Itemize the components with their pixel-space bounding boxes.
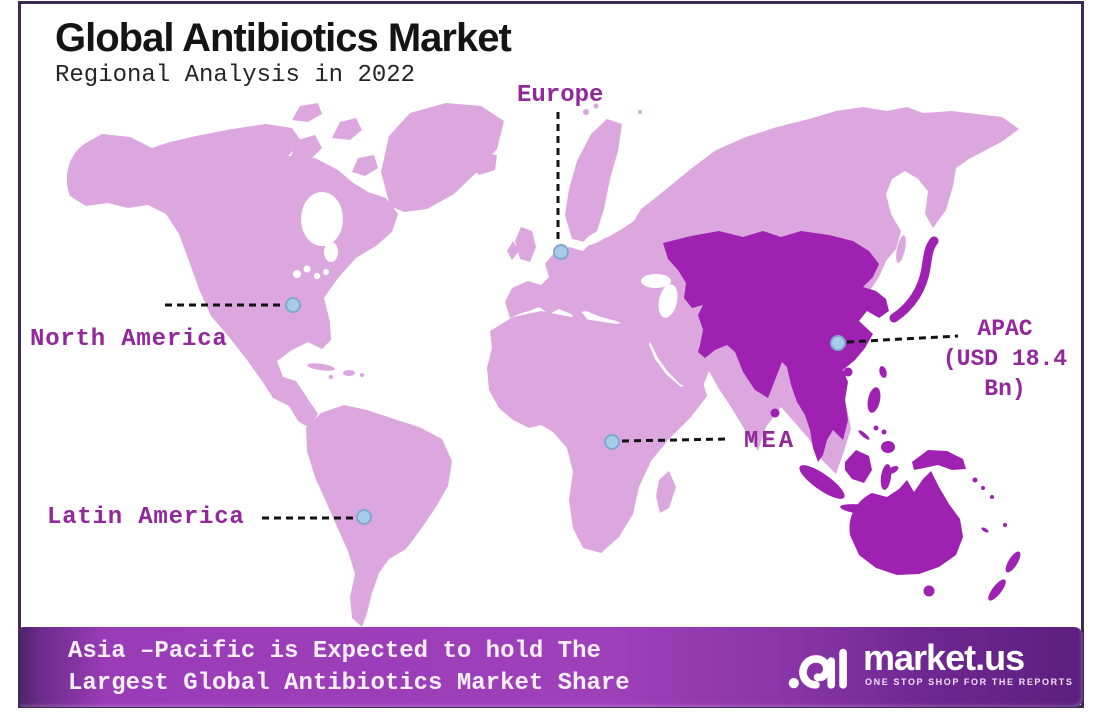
leader-line-apac xyxy=(846,334,959,344)
island-mindanao xyxy=(881,441,895,453)
header: Global Antibiotics Market Regional Analy… xyxy=(55,16,512,90)
region-label-apac: APAC (USD 18.4 Bn) xyxy=(930,314,1080,404)
island-tasmania xyxy=(923,585,935,597)
page-title: Global Antibiotics Market xyxy=(55,16,512,60)
james-bay xyxy=(324,242,338,262)
apac-label-line3: Bn) xyxy=(984,376,1026,402)
arctic-island xyxy=(352,155,378,176)
region-marker-apac xyxy=(830,335,846,351)
region-label-europe: Europe xyxy=(517,82,604,109)
apac-label-line1: APAC xyxy=(977,316,1033,342)
island-nz-south xyxy=(988,579,1006,601)
region-label-mea: MEA xyxy=(744,428,797,455)
island-nz-north xyxy=(1005,551,1021,573)
island-arctic xyxy=(638,110,642,114)
island-iceland xyxy=(470,153,497,175)
great-lake xyxy=(323,269,329,275)
island-new-guinea xyxy=(912,450,966,470)
landmass-scandinavia xyxy=(565,119,622,242)
island-visayas xyxy=(873,425,879,431)
region-label-latin-america: Latin America xyxy=(47,504,245,531)
banner-text: Asia –Pacific is Expected to hold The La… xyxy=(68,636,630,700)
island-new-caledonia xyxy=(981,527,989,533)
island-hispaniola xyxy=(343,370,355,376)
page-subtitle: Regional Analysis in 2022 xyxy=(55,62,416,89)
apac-label-line2: (USD 18.4 xyxy=(942,346,1068,372)
black-sea xyxy=(641,274,671,288)
landmass-africa xyxy=(487,311,707,553)
great-lake xyxy=(303,265,311,273)
island-luzon xyxy=(867,387,881,413)
arctic-island xyxy=(292,103,322,122)
island-taiwan xyxy=(879,366,887,378)
great-lake xyxy=(313,272,321,280)
island-sri-lanka xyxy=(770,408,780,418)
island-borneo xyxy=(845,450,872,483)
peninsula-greece xyxy=(595,301,607,317)
peninsula-italy xyxy=(557,291,588,328)
landmass-north-america xyxy=(66,124,398,428)
island-fiji xyxy=(1003,523,1007,527)
region-marker-north-america xyxy=(285,297,301,313)
island-sicily xyxy=(568,327,576,335)
logo-icon xyxy=(788,648,847,689)
island-cuba xyxy=(307,363,335,371)
island-pacific xyxy=(990,495,994,499)
arctic-island xyxy=(332,118,362,140)
island-sulawesi xyxy=(880,464,892,490)
island-svalbard xyxy=(583,109,589,115)
island-pacific xyxy=(981,486,985,490)
island-jamaica xyxy=(328,374,334,380)
great-lake xyxy=(293,270,301,278)
island-ireland xyxy=(507,241,519,260)
region-marker-mea xyxy=(604,434,620,450)
landmass-greenland xyxy=(381,103,504,212)
banner-line2: Largest Global Antibiotics Market Share xyxy=(68,670,630,697)
island-svalbard xyxy=(593,103,599,109)
landmass-apac xyxy=(663,231,889,462)
arctic-island xyxy=(290,135,322,160)
caspian-sea xyxy=(658,284,678,318)
logo[interactable]: market.us ONE STOP SHOP FOR THE REPORTS xyxy=(779,633,1072,701)
island-great-britain xyxy=(515,227,536,262)
hudson-bay xyxy=(301,192,343,246)
island-sulawesi-arm xyxy=(887,466,899,474)
region-label-north-america: North America xyxy=(30,326,228,353)
island-sumatra xyxy=(799,465,845,499)
island-pacific xyxy=(972,477,978,483)
baltic-sea xyxy=(583,228,611,246)
island-madagascar xyxy=(656,471,676,513)
islands-japan xyxy=(889,236,939,323)
island-sakhalin xyxy=(896,235,906,263)
island-visayas xyxy=(881,429,887,435)
banner-line1: Asia –Pacific is Expected to hold The xyxy=(68,638,601,665)
island-palawan xyxy=(858,430,870,440)
logo-tagline: ONE STOP SHOP FOR THE REPORTS xyxy=(865,677,1074,687)
landmass-south-america xyxy=(306,405,452,627)
leader-line-mea xyxy=(621,437,729,443)
landmass-australia xyxy=(849,471,963,575)
logo-wordmark: market.us xyxy=(863,637,1025,678)
island-hainan xyxy=(843,367,853,377)
island-puerto-rico xyxy=(359,372,365,378)
headline-banner: Asia –Pacific is Expected to hold The La… xyxy=(20,627,1083,707)
region-marker-latin-america xyxy=(356,509,372,525)
arctic-island xyxy=(240,142,275,174)
region-marker-europe xyxy=(553,244,569,260)
